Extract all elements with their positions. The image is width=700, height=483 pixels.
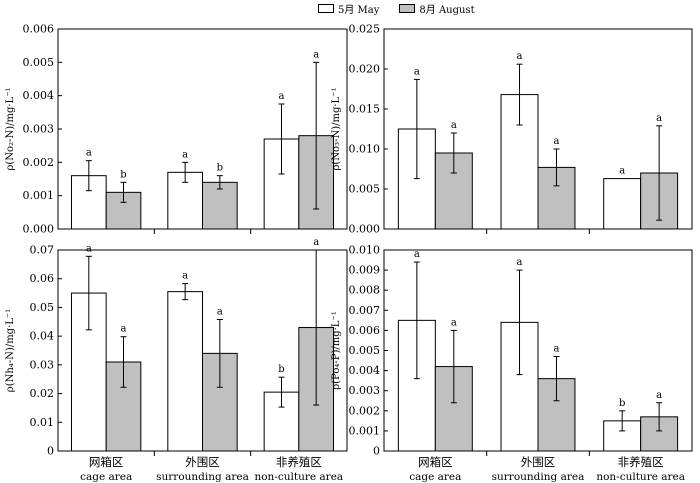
significance-letter: a xyxy=(451,317,457,328)
legend-swatch-august xyxy=(399,3,416,13)
legend-swatch-may xyxy=(318,3,334,13)
x-label-zh: 外围区 xyxy=(521,455,556,469)
y-axis-label: ρ(Po₄-P)/mg·L⁻¹ xyxy=(331,311,342,390)
x-label-en: non-culture area xyxy=(254,471,343,483)
panel-nitrate: 0.000 0.005 0.010 0.015 0.020 0.025 ρ(No₃-N)/m… xyxy=(331,23,693,236)
y-axis-label: ρ(No₃-N)/mg·L⁻¹ xyxy=(331,88,342,171)
legend-item-august: 8月 August xyxy=(399,1,475,16)
significance-letter: a xyxy=(451,120,457,131)
y-tick-label: 0.004 xyxy=(23,89,55,102)
x-label-zh: 网箱区 xyxy=(89,455,124,469)
x-label-en: non-culture area xyxy=(596,471,685,483)
y-tick-label: 0.03 xyxy=(30,358,55,371)
significance-letter: a xyxy=(414,66,420,77)
significance-letter: a xyxy=(182,271,188,282)
x-label-zh: 非养殖区 xyxy=(276,455,322,469)
y-tick-label: 0.02 xyxy=(30,387,55,400)
x-label-en: cage area xyxy=(80,471,132,483)
significance-letter: a xyxy=(86,243,92,254)
significance-letter: b xyxy=(619,398,625,409)
significance-letter: a xyxy=(86,148,92,159)
panel-ammonium: 0 0.01 0.02 0.03 0.04 0.05 0.06 0.07 ρ(Nh₄-N)/mg… xyxy=(5,237,348,483)
y-tick-label: 0.005 xyxy=(23,56,55,69)
significance-letter: a xyxy=(279,91,285,102)
y-tick-label: 0.01 xyxy=(30,416,55,429)
y-tick-label: 0.003 xyxy=(349,384,381,397)
x-label-zh: 非养殖区 xyxy=(618,455,664,469)
significance-letter: a xyxy=(121,324,127,335)
y-tick-label: 0.009 xyxy=(349,264,381,277)
y-tick-label: 0.005 xyxy=(349,344,381,357)
bar-august-1 xyxy=(537,378,576,452)
y-axis-label: ρ(No₂-N)/mg·L⁻¹ xyxy=(5,88,16,171)
x-label-zh: 网箱区 xyxy=(418,455,453,469)
y-tick-label: 0.015 xyxy=(349,103,381,116)
significance-letter: a xyxy=(414,249,420,260)
y-tick-label: 0.05 xyxy=(30,301,55,314)
significance-letter: a xyxy=(553,344,559,355)
significance-letter: a xyxy=(656,113,662,124)
significance-letter: a xyxy=(182,149,188,160)
y-tick-label: 0.025 xyxy=(349,23,381,36)
y-tick-label: 0.06 xyxy=(30,272,55,285)
y-tick-label: 0.001 xyxy=(23,189,55,202)
bar-may-1 xyxy=(167,291,204,452)
bar-may-2 xyxy=(603,178,642,230)
x-label-en: surrounding area xyxy=(492,471,585,483)
significance-letter: a xyxy=(656,390,662,401)
legend-label-may: 5月 May xyxy=(338,4,380,16)
y-tick-label: 0.04 xyxy=(30,330,55,343)
bar-august-1 xyxy=(202,181,238,230)
significance-letter: a xyxy=(619,166,625,177)
significance-letter: a xyxy=(553,136,559,147)
y-tick-label: 0.000 xyxy=(349,223,381,236)
panel-phosphate: 0 0.001 0.002 0.003 0.004 0.005 0.006 0.007 0.00… xyxy=(331,244,693,483)
significance-letter: b xyxy=(278,364,284,375)
y-tick-label: 0.002 xyxy=(349,404,381,417)
x-label-en: surrounding area xyxy=(156,471,249,483)
legend: 5月 May 8月 August xyxy=(318,1,495,16)
y-tick-label: 0.006 xyxy=(349,324,381,337)
significance-letter: a xyxy=(217,306,223,317)
significance-letter: a xyxy=(313,237,319,248)
legend-item-may: 5月 May xyxy=(318,1,379,16)
y-tick-label: 0.004 xyxy=(349,364,381,377)
significance-letter: b xyxy=(120,169,126,180)
y-tick-label: 0.000 xyxy=(23,223,55,236)
legend-label-august: 8月 August xyxy=(419,4,475,16)
y-tick-label: 0.010 xyxy=(349,143,381,156)
x-label-en: cage area xyxy=(409,471,461,483)
y-tick-label: 0.002 xyxy=(23,156,55,169)
y-tick-label: 0.001 xyxy=(349,424,381,437)
y-tick-label: 0.007 xyxy=(349,304,381,317)
y-tick-label: 0 xyxy=(47,445,54,458)
panel-nitrite: 0.000 0.001 0.002 0.003 0.004 0.005 0.006 ρ(No₂… xyxy=(5,23,348,236)
significance-letter: a xyxy=(517,51,523,62)
significance-letter: a xyxy=(517,257,523,268)
y-tick-label: 0.07 xyxy=(30,244,55,257)
x-label-zh: 外围区 xyxy=(185,455,220,469)
y-tick-label: 0.010 xyxy=(349,244,381,257)
significance-letter: b xyxy=(217,163,223,174)
y-tick-label: 0.003 xyxy=(23,123,55,136)
significance-letter: a xyxy=(313,49,319,60)
y-tick-label: 0 xyxy=(373,445,380,458)
y-tick-label: 0.008 xyxy=(349,284,381,297)
y-tick-label: 0.020 xyxy=(349,63,381,76)
y-axis-label: ρ(Nh₄-N)/mg·L⁻¹ xyxy=(5,309,16,392)
y-tick-label: 0.005 xyxy=(349,183,381,196)
y-tick-label: 0.006 xyxy=(23,23,55,36)
